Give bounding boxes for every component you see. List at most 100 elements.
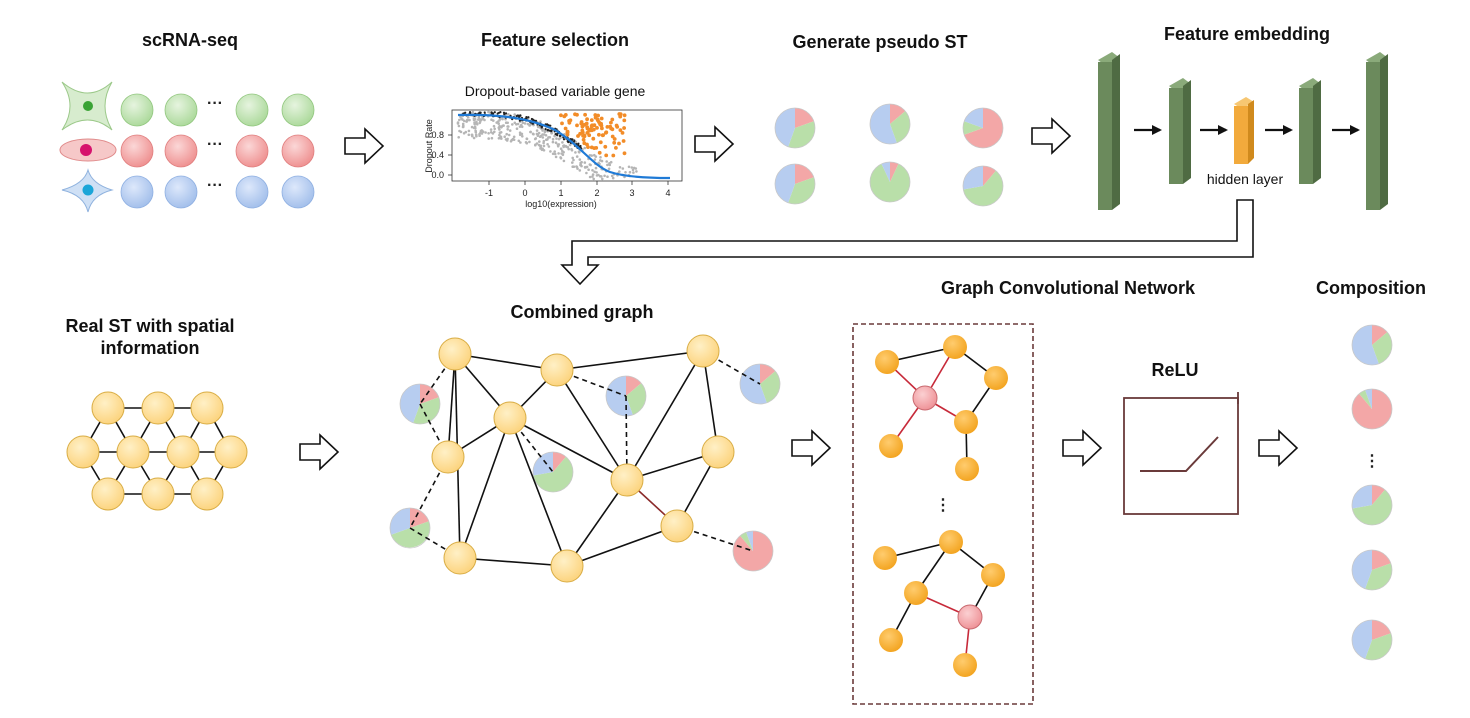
scatter-point [481, 130, 485, 133]
gcn-node [955, 457, 979, 481]
pie-slice [626, 376, 642, 396]
scatter-point [630, 166, 634, 169]
gcn-graph-bottom [873, 530, 1005, 677]
title-scrna: scRNA-seq [142, 30, 238, 50]
pie-slice [1365, 563, 1392, 590]
scatter-point [573, 112, 577, 117]
scatter-point [567, 147, 570, 151]
scatter-point [621, 139, 626, 143]
long-return-arrow [560, 199, 1254, 286]
scatter-point [544, 128, 547, 131]
scatter-point [503, 113, 506, 116]
scatter-point [499, 136, 502, 139]
scatter-point [605, 125, 610, 129]
scatter-point [542, 149, 546, 152]
scatter-point [596, 113, 600, 118]
hidden-layer [1234, 97, 1254, 164]
scatter-point [578, 158, 582, 161]
scatter-point [588, 154, 592, 157]
scatter-point [506, 125, 509, 128]
scatter-point [570, 149, 574, 152]
scatter-point [573, 139, 576, 142]
title-relu: ReLU [1151, 360, 1198, 380]
scatter-point [551, 152, 555, 156]
scatter-point [559, 156, 563, 160]
scatter-point [571, 156, 574, 160]
scatter-point [492, 119, 495, 122]
pie-slice [391, 521, 430, 548]
scatter-point [468, 118, 471, 122]
scatter-point [551, 137, 555, 141]
cell-icon-red [59, 138, 117, 162]
scatter-point [627, 165, 631, 169]
pie-charts [389, 103, 1393, 661]
scatter-point [540, 125, 543, 128]
scatter-point [527, 116, 530, 119]
pie-slice [1372, 325, 1388, 345]
real-st-nodes [66, 391, 248, 511]
pie-slice [553, 452, 566, 472]
pie-slice [760, 371, 781, 403]
pie-slice [626, 383, 647, 415]
scatter-point [468, 111, 472, 114]
gcn-node [939, 530, 963, 554]
scatter-point [483, 111, 486, 114]
scatter-point [562, 159, 566, 163]
scatter-point [521, 121, 525, 124]
scatter-point [549, 124, 552, 127]
scatter-point [612, 140, 617, 145]
scatter-point [620, 131, 625, 135]
pie-icon [869, 161, 911, 203]
pie-slice [795, 164, 814, 184]
spot-node [190, 477, 224, 511]
pie-outline [869, 161, 911, 203]
scatter-point [503, 135, 507, 138]
scatter-point [556, 143, 560, 146]
pie-outline [774, 107, 816, 149]
pie-outline [1351, 324, 1393, 366]
pie-slice [1372, 485, 1385, 505]
scatter-point [579, 163, 582, 167]
scatter-point [578, 151, 581, 154]
pie-icon [389, 507, 431, 549]
scatter-point [553, 134, 556, 138]
gcn-node [904, 581, 928, 605]
scatter-point [603, 144, 608, 149]
gene-circles-blue [120, 175, 315, 209]
pie-slice [746, 531, 753, 551]
scatter-point [531, 118, 534, 121]
pie-icon [962, 107, 1004, 149]
scatter-point [478, 117, 481, 121]
scatter-point [470, 133, 474, 137]
scatter-point [546, 143, 549, 146]
scatter-point [603, 174, 606, 178]
gcn-node [954, 410, 978, 434]
autoencoder: hidden layer [1098, 52, 1388, 210]
pie-slice [410, 508, 429, 528]
scatter-point [607, 167, 611, 171]
spot-node [190, 391, 224, 425]
gcn-node [875, 350, 899, 374]
scatter-point [601, 177, 604, 181]
x-tick-label: -1 [485, 188, 493, 198]
scatter-point [539, 146, 542, 149]
decoder-layer [1299, 78, 1321, 184]
scatter-point [528, 123, 531, 127]
scatter-point [577, 142, 580, 145]
scatter-point [561, 141, 564, 144]
scatter-point [518, 115, 521, 118]
scatter-point [589, 118, 594, 122]
scatter-point [548, 136, 552, 139]
scatter-point [498, 124, 501, 128]
pie-slice [1372, 620, 1391, 640]
pie-icon [739, 363, 781, 405]
scatter-point [578, 169, 582, 172]
gcn-node [879, 434, 903, 458]
scatter-point [554, 133, 557, 136]
scatter-point [515, 115, 518, 118]
scatter-point [554, 155, 558, 159]
pie-slice [890, 111, 911, 143]
scatter-point [471, 110, 475, 114]
pie-outline [532, 451, 574, 493]
dropout-plot: Dropout-based variable gene -1 0 1 2 3 4… [424, 83, 683, 209]
